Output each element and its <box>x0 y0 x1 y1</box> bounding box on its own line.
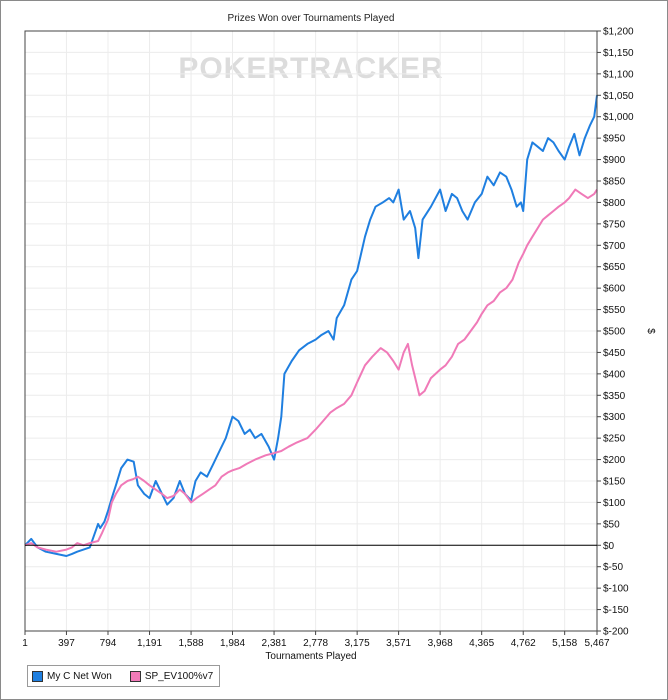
y-tick-label: $-100 <box>603 584 629 595</box>
x-tick-label: 4,365 <box>469 638 494 649</box>
legend-label: My C Net Won <box>47 670 112 682</box>
legend-swatch-pink <box>129 670 141 682</box>
x-tick-label: 4,762 <box>511 638 536 649</box>
y-tick-label: $1,050 <box>603 91 634 102</box>
y-tick-label: $-150 <box>603 605 629 616</box>
x-tick-label: 2,381 <box>262 638 287 649</box>
legend: My C Net Won SP_EV100%v7 <box>27 665 221 687</box>
legend-item-my-c-net-won[interactable]: My C Net Won <box>32 670 112 682</box>
legend-item-sp-ev[interactable]: SP_EV100%v7 <box>129 670 214 682</box>
x-tick-label: 5,467 <box>584 638 609 649</box>
x-tick-label: 5,158 <box>552 638 577 649</box>
x-tick-label: 3,571 <box>386 638 411 649</box>
x-tick-label: 3,175 <box>345 638 370 649</box>
legend-label: SP_EV100%v7 <box>144 670 214 682</box>
chart-title: Prizes Won over Tournaments Played <box>228 13 395 24</box>
y-tick-label: $1,000 <box>603 112 634 123</box>
y-tick-label: $800 <box>603 198 626 209</box>
grid-layer <box>24 30 598 632</box>
series-layer <box>24 95 598 557</box>
x-tick-label: 1,588 <box>179 638 204 649</box>
y-tick-label: $150 <box>603 477 626 488</box>
series-line-my-c-net-won <box>24 95 598 557</box>
x-tick-label: 794 <box>100 638 117 649</box>
y-tick-label: $1,100 <box>603 69 634 80</box>
y-tick-label: $250 <box>603 434 626 445</box>
x-axis-label: Tournaments Played <box>265 651 356 662</box>
y-tick-label: $1,200 <box>603 27 634 38</box>
y-tick-label: $650 <box>603 262 626 273</box>
y-tick-label: $350 <box>603 391 626 402</box>
series-line-sp-ev100-v7 <box>24 188 598 553</box>
x-tick-label: 1 <box>22 638 28 649</box>
y-tick-label: $950 <box>603 134 626 145</box>
y-tick-label: $400 <box>603 369 626 380</box>
y-axis-label: $ <box>645 328 656 334</box>
y-tick-label: $300 <box>603 412 626 423</box>
x-tick-label: 1,984 <box>220 638 245 649</box>
y-tick-label: $200 <box>603 455 626 466</box>
axis-layer: $-200 $-150 $-100 $-50 $0 $50 $100 $150 $200 $250… <box>22 27 634 650</box>
x-tick-label: 1,191 <box>137 638 162 649</box>
y-tick-label: $1,150 <box>603 48 634 59</box>
y-tick-label: $-50 <box>603 562 623 573</box>
x-tick-label: 397 <box>58 638 75 649</box>
y-tick-label: $750 <box>603 219 626 230</box>
y-tick-label: $0 <box>603 541 615 552</box>
y-tick-label: $450 <box>603 348 626 359</box>
y-tick-label: $900 <box>603 155 626 166</box>
y-tick-label: $700 <box>603 241 626 252</box>
x-tick-label: 2,778 <box>303 638 328 649</box>
x-tick-label: 3,968 <box>428 638 453 649</box>
y-tick-label: $50 <box>603 519 620 530</box>
y-tick-label: $850 <box>603 177 626 188</box>
y-tick-label: $550 <box>603 305 626 316</box>
y-tick-label: $100 <box>603 498 626 509</box>
y-tick-label: $500 <box>603 327 626 338</box>
legend-swatch-blue <box>32 670 43 682</box>
y-tick-label: $600 <box>603 284 626 295</box>
pokertracker-watermark: POKERTRACKER <box>178 52 443 85</box>
y-tick-label: $-200 <box>603 627 629 638</box>
